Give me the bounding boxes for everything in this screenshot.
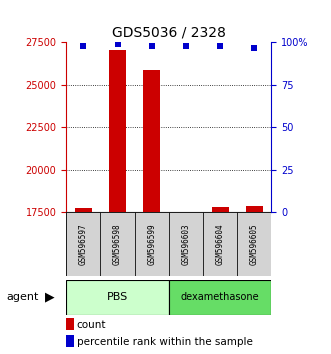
Point: [115, 41, 120, 47]
Text: agent: agent: [7, 292, 39, 302]
Text: dexamethasone: dexamethasone: [181, 292, 260, 302]
Point: [183, 43, 189, 49]
FancyBboxPatch shape: [169, 280, 271, 315]
FancyBboxPatch shape: [66, 280, 169, 315]
Text: GSM596604: GSM596604: [215, 223, 225, 265]
Point: [252, 45, 257, 50]
Text: PBS: PBS: [107, 292, 128, 302]
Bar: [109, 50, 126, 212]
FancyBboxPatch shape: [66, 212, 100, 276]
Text: GSM596603: GSM596603: [181, 223, 190, 265]
Point: [217, 43, 223, 49]
Text: GSM596598: GSM596598: [113, 223, 122, 265]
Text: GSM596597: GSM596597: [79, 223, 88, 265]
Text: ▶: ▶: [45, 291, 55, 304]
Point: [149, 43, 154, 49]
Bar: [212, 207, 229, 212]
FancyBboxPatch shape: [100, 212, 135, 276]
FancyBboxPatch shape: [237, 212, 271, 276]
Bar: [66, 335, 73, 347]
Text: percentile rank within the sample: percentile rank within the sample: [77, 337, 253, 347]
Point: [81, 43, 86, 49]
Text: GSM596599: GSM596599: [147, 223, 156, 265]
Text: GSM596605: GSM596605: [250, 223, 259, 265]
FancyBboxPatch shape: [169, 212, 203, 276]
FancyBboxPatch shape: [203, 212, 237, 276]
Bar: [143, 70, 160, 212]
Title: GDS5036 / 2328: GDS5036 / 2328: [112, 26, 226, 40]
Bar: [75, 208, 92, 212]
Text: count: count: [77, 320, 106, 330]
Bar: [66, 318, 73, 330]
FancyBboxPatch shape: [135, 212, 169, 276]
Bar: [246, 206, 263, 212]
